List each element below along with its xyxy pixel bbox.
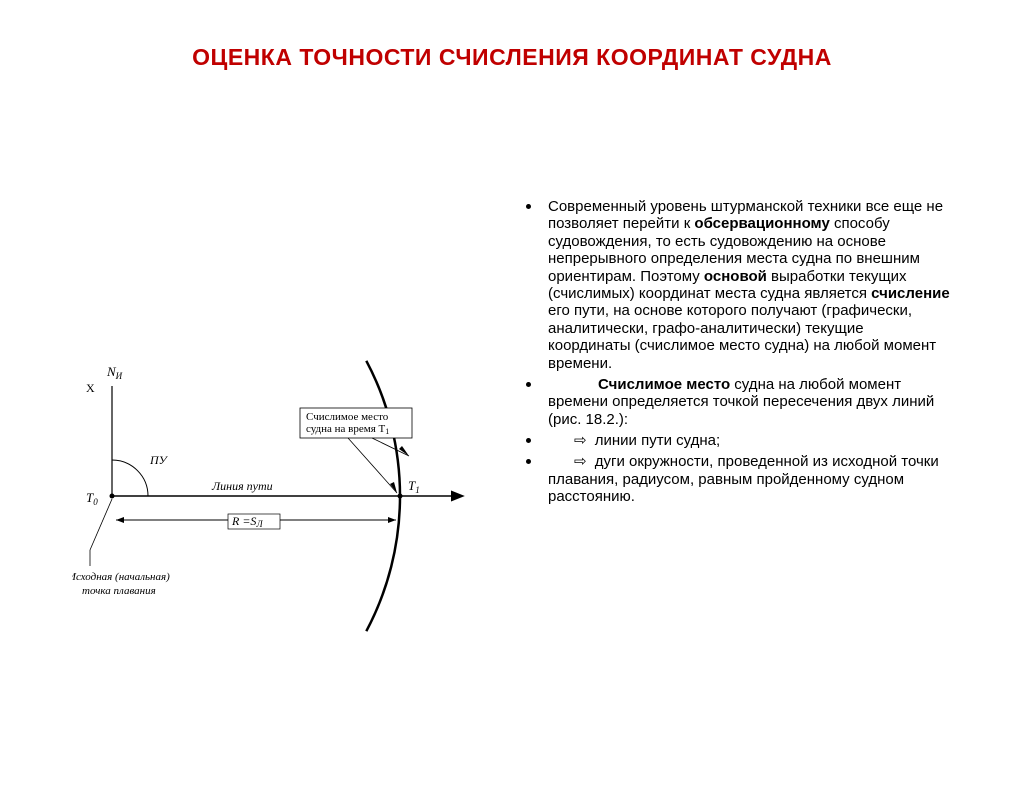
bullet-1: Современный уровень штурманской техники … [520,198,950,372]
box-l1: Счислимое место [306,411,389,423]
arrow-icon [548,432,591,449]
path-line-label: Линия пути [211,479,273,493]
origin-cap-l1: Исходная (начальная) [72,571,170,583]
bullet-icon [526,459,531,464]
pu-label: ПУ [149,453,169,467]
bullet-2: Счислимое место судна на любой момент вр… [520,376,950,428]
origin-cap-l2: точка плавания [82,585,156,597]
axis-n-label: NИ [106,364,123,381]
axis-x-label: X [86,381,95,395]
bullet-icon [526,204,531,209]
t1-label: T1 [408,478,420,495]
t0-label: T0 [86,490,98,507]
text-column: Современный уровень штурманской техники … [520,198,950,510]
diagram: NИ X T0 ПУ Линия пути T1 [72,336,492,646]
arrow-icon [548,453,591,470]
page-title: ОЦЕНКА ТОЧНОСТИ СЧИСЛЕНИЯ КООРДИНАТ СУДН… [0,44,1024,71]
box-l2: судна на время Т1 [306,423,389,436]
bullet-icon [526,438,531,443]
bullet-icon [526,382,531,387]
bullet-4: дуги окружности, проведенной из исходной… [520,453,950,505]
title-text: ОЦЕНКА ТОЧНОСТИ СЧИСЛЕНИЯ КООРДИНАТ СУДН… [192,44,832,70]
diagram-svg: NИ X T0 ПУ Линия пути T1 [72,336,492,646]
bullet-3: линии пути судна; [520,432,950,449]
